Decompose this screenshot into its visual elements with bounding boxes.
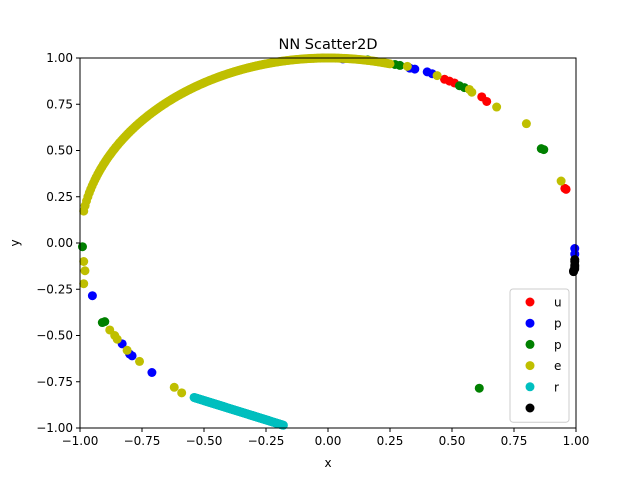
- x-tick-label: −0.75: [124, 434, 161, 448]
- legend-marker: [525, 382, 535, 392]
- data-point: [467, 87, 477, 97]
- data-point: [410, 64, 420, 74]
- y-axis-title: y: [8, 239, 22, 246]
- data-point: [474, 383, 484, 393]
- plot-marks: [77, 53, 580, 430]
- chart-title: NN Scatter2D: [278, 37, 377, 53]
- data-point: [539, 145, 549, 155]
- data-point: [432, 71, 442, 81]
- data-point: [112, 334, 122, 344]
- series-4-points: [189, 392, 288, 430]
- x-axis-title: x: [324, 456, 331, 470]
- legend-marker: [525, 318, 535, 328]
- data-point: [521, 119, 531, 129]
- data-point: [79, 257, 89, 266]
- y-tick-label: 0.75: [46, 97, 73, 111]
- series-0-points: [440, 74, 571, 194]
- x-tick-label: −1.00: [62, 434, 99, 448]
- y-tick-label: 0.50: [46, 144, 73, 158]
- y-tick-label: −0.75: [36, 375, 73, 389]
- x-tick-label: −0.25: [248, 434, 285, 448]
- legend-marker: [525, 361, 535, 371]
- series-5-points: [569, 255, 580, 277]
- legend-label: p: [554, 338, 562, 352]
- data-point: [278, 420, 288, 430]
- y-tick-label: 1.00: [46, 51, 73, 65]
- x-tick-label: 0.00: [315, 434, 342, 448]
- data-point: [177, 388, 187, 398]
- legend-box: [509, 288, 570, 423]
- data-point: [395, 60, 405, 70]
- legend-label: p: [554, 317, 562, 331]
- y-tick-label: −0.25: [36, 282, 73, 296]
- data-point: [87, 291, 97, 301]
- legend-label: e: [554, 359, 561, 373]
- x-tick-label: 0.75: [501, 434, 528, 448]
- series-3-points: [79, 53, 566, 398]
- data-point: [556, 176, 566, 186]
- data-point: [80, 266, 90, 276]
- x-tick-label: −0.50: [186, 434, 223, 448]
- data-point: [135, 356, 145, 366]
- x-tick-label: 0.25: [377, 434, 404, 448]
- legend-marker: [525, 339, 535, 349]
- x-tick-label: 1.00: [563, 434, 590, 448]
- data-point: [122, 345, 132, 355]
- legend-label: r: [554, 380, 559, 394]
- data-point: [147, 368, 157, 377]
- x-tick-label: 0.50: [439, 434, 466, 448]
- data-point: [100, 317, 110, 327]
- legend-marker: [525, 403, 535, 413]
- data-point: [385, 59, 395, 69]
- data-point: [79, 279, 89, 289]
- y-tick-label: −0.50: [36, 329, 73, 343]
- data-point: [482, 96, 492, 106]
- legend-marker: [525, 297, 535, 307]
- y-axis: −1.00 −0.75 −0.50 −0.25 0.00 0.25 0.50 0.75 1.00: [36, 51, 80, 435]
- x-axis: −1.00 −0.75 −0.50 −0.25 0.00 0.25 0.50 0.75 1.00: [62, 428, 590, 448]
- data-point: [169, 382, 179, 392]
- data-point: [402, 61, 412, 71]
- data-point: [77, 242, 87, 252]
- y-tick-label: 0.00: [46, 236, 73, 250]
- data-point: [561, 184, 571, 194]
- data-point: [492, 102, 502, 112]
- data-point: [569, 267, 579, 277]
- y-tick-label: −1.00: [36, 421, 73, 435]
- y-tick-label: 0.25: [46, 190, 73, 204]
- legend-label: u: [554, 296, 562, 310]
